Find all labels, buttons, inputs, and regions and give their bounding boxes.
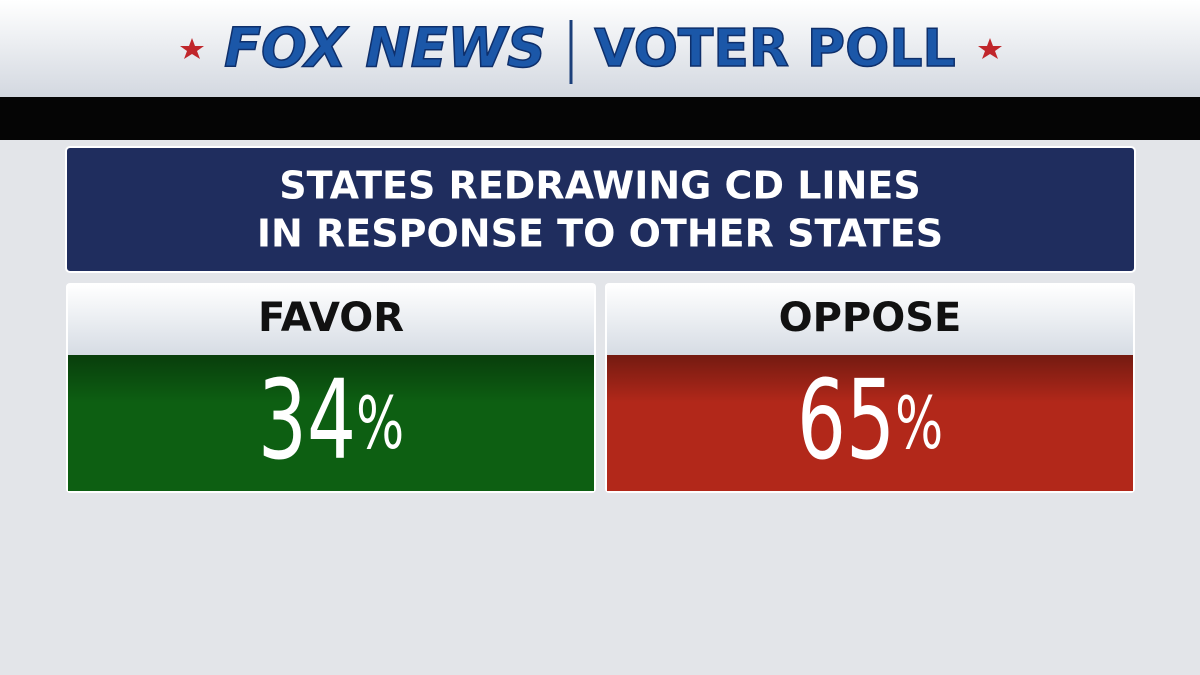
tile-shade xyxy=(68,355,594,491)
tile-header xyxy=(68,285,594,355)
category-label: FAVOR xyxy=(258,295,404,341)
tile-shade xyxy=(607,355,1133,491)
title-line: STATES REDRAWING CD LINES xyxy=(279,164,920,208)
poll-label: VOTER POLL xyxy=(594,19,955,79)
value-label: 34% xyxy=(258,356,404,484)
title-line: IN RESPONSE TO OTHER STATES xyxy=(257,212,943,256)
star xyxy=(180,38,204,59)
category-label: OPPOSE xyxy=(779,295,962,341)
brand: FOX NEWS xyxy=(224,17,546,80)
star xyxy=(978,38,1002,59)
title-box xyxy=(65,146,1136,273)
value-label: 65% xyxy=(797,356,943,484)
black-bar xyxy=(0,97,1200,140)
tile-header xyxy=(607,285,1133,355)
